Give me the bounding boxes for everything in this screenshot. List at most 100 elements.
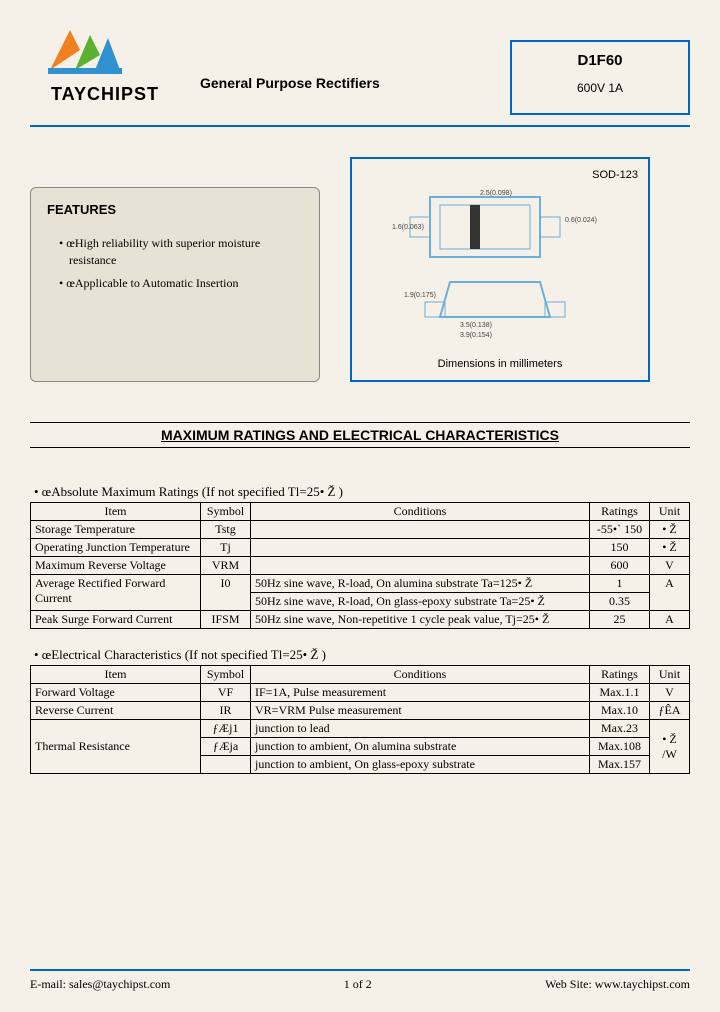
cell: junction to ambient, On alumina substrat… — [251, 738, 590, 756]
logo-icon — [40, 20, 130, 80]
cell: VF — [201, 684, 251, 702]
cell: IF=1A, Pulse measurement — [251, 684, 590, 702]
cell: Max.23 — [590, 720, 650, 738]
part-box: D1F60 600V 1A — [510, 40, 690, 115]
th-symbol: Symbol — [201, 666, 251, 684]
svg-text:1.9(0.175): 1.9(0.175) — [404, 292, 436, 299]
table-row: Reverse CurrentIRVR=VRM Pulse measuremen… — [31, 702, 690, 720]
cell: Peak Surge Forward Current — [31, 611, 201, 629]
table-row: Peak Surge Forward CurrentIFSM50Hz sine … — [31, 611, 690, 629]
cell: A — [650, 575, 690, 611]
section-rule-bottom — [30, 447, 690, 448]
svg-text:3.9(0.154): 3.9(0.154) — [460, 332, 492, 339]
elec-table: Item Symbol Conditions Ratings Unit Forw… — [30, 665, 690, 774]
cell: 50Hz sine wave, R-load, On glass-epoxy s… — [251, 593, 590, 611]
svg-text:2.5(0.098): 2.5(0.098) — [480, 190, 512, 197]
cell: Max.108 — [590, 738, 650, 756]
cell: V — [650, 557, 690, 575]
cell: Operating Junction Temperature — [31, 539, 201, 557]
features-box: FEATURES • œHigh reliability with superi… — [30, 187, 320, 382]
absmax-table: Item Symbol Conditions Ratings Unit Stor… — [30, 502, 690, 629]
feature-item: • œApplicable to Automatic Insertion — [59, 275, 303, 292]
th-item: Item — [31, 503, 201, 521]
cell: 150 — [590, 539, 650, 557]
cell: • Ž /W — [650, 720, 690, 774]
cell: junction to ambient, On glass-epoxy subs… — [251, 756, 590, 774]
svg-text:1.6(0.063): 1.6(0.063) — [392, 224, 424, 231]
th-item: Item — [31, 666, 201, 684]
table-row: Storage TemperatureTstg-55•` 150• Ž — [31, 521, 690, 539]
section-heading: MAXIMUM RATINGS AND ELECTRICAL CHARACTER… — [30, 427, 690, 443]
cell: V — [650, 684, 690, 702]
table-row: Forward VoltageVFIF=1A, Pulse measuremen… — [31, 684, 690, 702]
table-row: Item Symbol Conditions Ratings Unit — [31, 503, 690, 521]
cell: Tj — [201, 539, 251, 557]
cell: Forward Voltage — [31, 684, 201, 702]
cell: ƒÊA — [650, 702, 690, 720]
cell: ƒÆja — [201, 738, 251, 756]
table-row: Maximum Reverse VoltageVRM 600V — [31, 557, 690, 575]
feature-item: • œHigh reliability with superior moistu… — [59, 235, 303, 269]
cell: Max.1.1 — [590, 684, 650, 702]
cell: Thermal Resistance — [31, 720, 201, 774]
cell: 50Hz sine wave, R-load, On alumina subst… — [251, 575, 590, 593]
cell: IR — [201, 702, 251, 720]
cell — [251, 557, 590, 575]
features-heading: FEATURES — [47, 202, 303, 217]
cell: Max.157 — [590, 756, 650, 774]
cell: VR=VRM Pulse measurement — [251, 702, 590, 720]
cell: Storage Temperature — [31, 521, 201, 539]
part-spec: 600V 1A — [512, 81, 688, 95]
section-rule-top — [30, 422, 690, 423]
cell: Maximum Reverse Voltage — [31, 557, 201, 575]
cell — [251, 521, 590, 539]
logo-block: TAYCHIPST — [30, 20, 180, 105]
svg-text:3.5(0.138): 3.5(0.138) — [460, 322, 492, 329]
cell: A — [650, 611, 690, 629]
cell: • Ž — [650, 521, 690, 539]
absmax-caption: • œAbsolute Maximum Ratings (If not spec… — [34, 484, 690, 500]
cell: 0.35 — [590, 593, 650, 611]
cell: I0 — [201, 575, 251, 611]
elec-caption: • œElectrical Characteristics (If not sp… — [34, 647, 690, 663]
header-rule — [30, 125, 690, 127]
th-conditions: Conditions — [251, 503, 590, 521]
footer-page: 1 of 2 — [344, 977, 372, 992]
cell: IFSM — [201, 611, 251, 629]
package-caption: Dimensions in millimeters — [362, 358, 638, 370]
cell: junction to lead — [251, 720, 590, 738]
features-list: • œHigh reliability with superior moistu… — [47, 235, 303, 291]
doc-title: General Purpose Rectifiers — [200, 20, 490, 91]
cell: Max.10 — [590, 702, 650, 720]
table-row: Operating Junction TemperatureTj 150• Ž — [31, 539, 690, 557]
cell — [201, 756, 251, 774]
brand-name: TAYCHIPST — [30, 84, 180, 105]
footer: E-mail: sales@taychipst.com 1 of 2 Web S… — [30, 969, 690, 992]
cell: 600 — [590, 557, 650, 575]
table-row: Average Rectified Forward CurrentI050Hz … — [31, 575, 690, 593]
th-ratings: Ratings — [590, 503, 650, 521]
package-name: SOD-123 — [362, 169, 638, 181]
part-number: D1F60 — [512, 52, 688, 69]
package-box: SOD-123 2.5(0.098) 0.6(0.024) 1.6(0.063)… — [350, 157, 650, 382]
cell: 50Hz sine wave, Non-repetitive 1 cycle p… — [251, 611, 590, 629]
cell: ƒÆj1 — [201, 720, 251, 738]
th-conditions: Conditions — [251, 666, 590, 684]
th-symbol: Symbol — [201, 503, 251, 521]
package-diagram: 2.5(0.098) 0.6(0.024) 1.6(0.063) 3.5(0.1… — [370, 187, 630, 347]
table-row: Item Symbol Conditions Ratings Unit — [31, 666, 690, 684]
svg-text:0.6(0.024): 0.6(0.024) — [565, 217, 597, 224]
cell: Average Rectified Forward Current — [31, 575, 201, 611]
cell: • Ž — [650, 539, 690, 557]
cell: 1 — [590, 575, 650, 593]
th-unit: Unit — [650, 666, 690, 684]
cell: VRM — [201, 557, 251, 575]
mid-section: FEATURES • œHigh reliability with superi… — [30, 157, 690, 382]
th-unit: Unit — [650, 503, 690, 521]
header: TAYCHIPST General Purpose Rectifiers D1F… — [30, 20, 690, 115]
cell: Tstg — [201, 521, 251, 539]
th-ratings: Ratings — [590, 666, 650, 684]
cell: Reverse Current — [31, 702, 201, 720]
footer-rule — [30, 969, 690, 971]
cell: 25 — [590, 611, 650, 629]
